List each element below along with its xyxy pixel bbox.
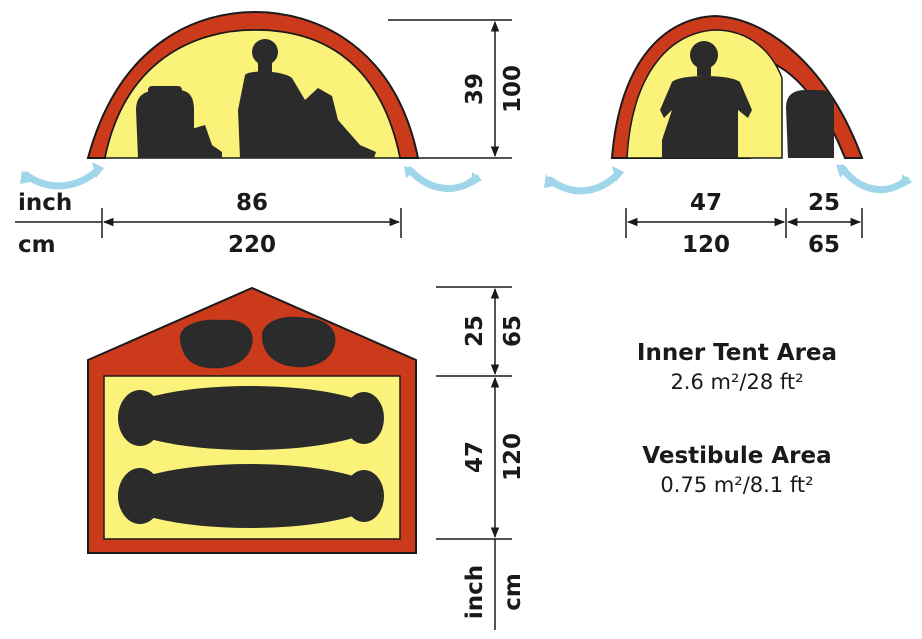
unit-label-inch: inch <box>18 190 72 216</box>
sleeping-bag-silhouette <box>118 386 384 450</box>
inner-tent-area-value: 2.6 m²/28 ft² <box>670 370 804 394</box>
unit-label-cm: cm <box>18 232 56 258</box>
side-width-inch: 86 <box>236 190 268 216</box>
backpack-silhouette <box>136 86 222 158</box>
boots-silhouette <box>179 316 336 369</box>
side-height-cm: 100 <box>500 65 526 113</box>
end-inner-inch: 47 <box>690 190 722 216</box>
sleeping-bag-silhouette <box>118 464 384 528</box>
end-backpack-silhouette <box>786 90 834 158</box>
side-width-cm: 220 <box>228 232 276 258</box>
inner-tent-area-block: Inner Tent Area 2.6 m²/28 ft² <box>587 338 887 396</box>
floor-inner-cm: 120 <box>500 433 526 481</box>
floor-vestibule-inch: 25 <box>462 315 488 347</box>
vestibule-area-title: Vestibule Area <box>642 443 832 469</box>
floor-vestibule-cm: 65 <box>500 315 526 347</box>
end-right-vent-arrow <box>838 164 910 194</box>
side-view: 39 100 86 220 inch cm <box>15 10 526 258</box>
vestibule-area-value: 0.75 m²/8.1 ft² <box>660 473 814 497</box>
floor-unit-label-inch: inch <box>462 565 488 619</box>
floor-plan: 25 65 47 120 inch cm <box>87 286 526 630</box>
end-left-vent-arrow <box>546 170 622 195</box>
end-view: 47 120 25 65 <box>544 14 912 258</box>
end-vestibule-cm: 65 <box>808 232 840 258</box>
inner-tent-area-title: Inner Tent Area <box>636 340 838 366</box>
seated-person-silhouette <box>238 39 376 158</box>
end-seated-person-silhouette <box>660 41 752 158</box>
end-inner-cm: 120 <box>682 232 730 258</box>
left-vent-arrow <box>22 166 102 190</box>
floor-inner-inch: 47 <box>462 441 488 473</box>
right-vent-arrow <box>406 166 480 192</box>
side-height-inch: 39 <box>462 73 488 105</box>
vestibule-area-block: Vestibule Area 0.75 m²/8.1 ft² <box>587 441 887 499</box>
end-vestibule-inch: 25 <box>808 190 840 216</box>
floor-unit-label-cm: cm <box>500 573 526 611</box>
